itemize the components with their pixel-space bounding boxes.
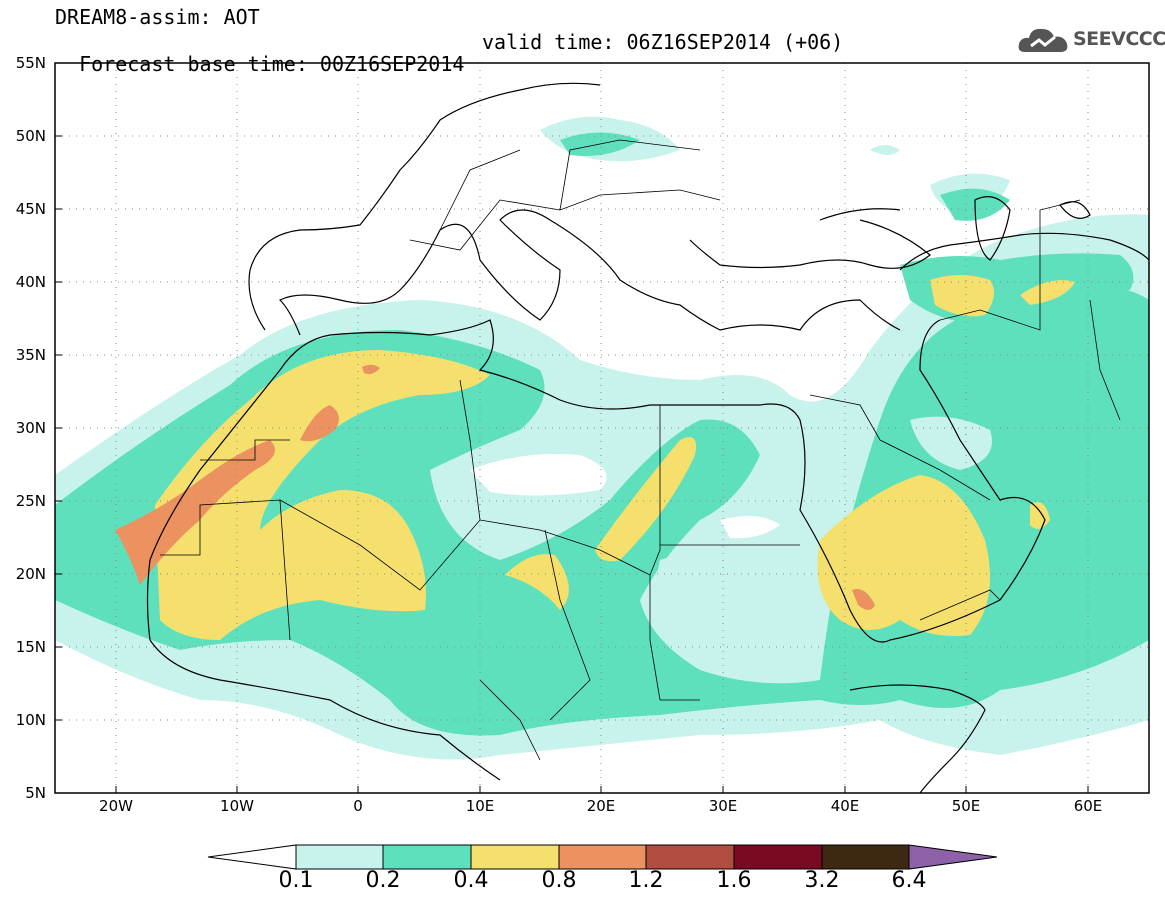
x-tick-label: 30E: [708, 797, 738, 815]
colorbar-label: 3.2: [804, 868, 840, 893]
y-tick-label: 30N: [15, 419, 46, 437]
valid-time-label: valid time: 06Z16SEP2014 (+06): [482, 30, 844, 54]
y-tick-label: 5N: [25, 784, 46, 802]
colorbar-label: 0.1: [278, 868, 314, 893]
y-tick-label: 10N: [15, 711, 46, 729]
x-tick-label: 10W: [220, 797, 254, 815]
country-borders: [160, 139, 1121, 761]
x-tick-label: 50E: [951, 797, 981, 815]
base-time-label: Forecast base time: 00Z16SEP2014: [79, 52, 465, 76]
colorbar-under-arrow: [207, 844, 297, 870]
coastlines: [146, 82, 1149, 793]
x-tick-label: 20W: [99, 797, 133, 815]
logo-text: SEEVCCC: [1073, 28, 1165, 50]
y-tick-label: 45N: [15, 200, 46, 218]
colorbar-swatch: [733, 844, 823, 870]
y-tick-label: 55N: [15, 54, 46, 72]
y-tick-label: 35N: [15, 346, 46, 364]
lat-lon-grid: [55, 63, 1149, 793]
y-tick-label: 25N: [15, 492, 46, 510]
map-title: DREAM8-assim: AOT: [55, 5, 260, 29]
cloud-icon: [1018, 28, 1068, 52]
x-tick-label: 60E: [1073, 797, 1103, 815]
colorbar-swatch: [295, 844, 384, 870]
seevccc-logo: SEEVCCC: [1017, 22, 1165, 58]
colorbar-swatch: [382, 844, 472, 870]
forecast-base-time: Forecast base time: 00Z16SEP2014 valid t…: [55, 31, 843, 97]
x-tick-label: 0: [353, 797, 363, 815]
colorbar-label: 1.6: [716, 868, 752, 893]
colorbar-swatch: [558, 844, 647, 870]
colorbar: [207, 844, 998, 870]
colorbar-label: 0.2: [365, 868, 401, 893]
x-tick-label: 20E: [586, 797, 616, 815]
colorbar-label: 0.4: [453, 868, 489, 893]
colorbar-swatch: [470, 844, 560, 870]
colorbar-label: 6.4: [891, 868, 927, 893]
x-tick-label: 40E: [830, 797, 860, 815]
axis-ticks: [55, 135, 1089, 793]
y-tick-label: 20N: [15, 565, 46, 583]
colorbar-swatch: [821, 844, 910, 870]
aot-contours: [55, 116, 1149, 760]
colorbar-label: 0.8: [541, 868, 577, 893]
colorbar-label: 1.2: [628, 868, 664, 893]
colorbar-over-arrow: [908, 844, 998, 870]
y-tick-label: 50N: [15, 127, 46, 145]
x-tick-label: 10E: [465, 797, 495, 815]
y-tick-label: 15N: [15, 638, 46, 656]
colorbar-swatch: [645, 844, 735, 870]
y-tick-label: 40N: [15, 273, 46, 291]
